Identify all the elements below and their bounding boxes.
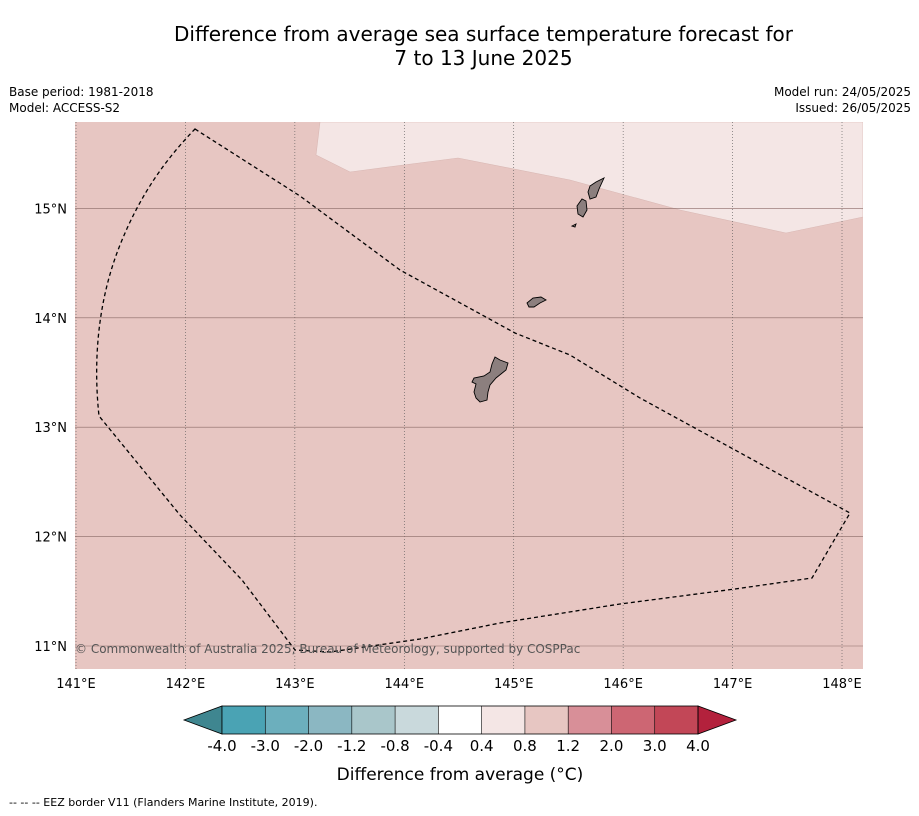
colorbar-under-arrow <box>182 705 223 735</box>
map-title: Difference from average sea surface temp… <box>100 22 867 70</box>
title-line-1: Difference from average sea surface temp… <box>173 22 793 46</box>
longitude-labels: 141°E 142°E 143°E 144°E 145°E 146°E 147°E 148°E <box>56 677 862 692</box>
colorbar-segment <box>481 706 525 734</box>
model-run: Model run: 24/05/2025 <box>773 85 911 99</box>
island-rota <box>526 296 547 308</box>
longitude-label: 145°E <box>494 677 534 692</box>
islands <box>471 177 605 403</box>
longitude-label: 142°E <box>166 677 206 692</box>
colorbar-tick-label: -0.4 <box>424 737 453 755</box>
latitude-label: 14°N <box>34 312 67 327</box>
latitude-label: 11°N <box>34 640 67 655</box>
cooler-anomaly-zone <box>315 122 863 234</box>
colorbar-tick-label: 0.4 <box>470 737 494 755</box>
base-period: Base period: 1981-2018 <box>9 85 154 99</box>
colorbar-segment <box>265 706 309 734</box>
model-info: Base period: 1981-2018 Model: ACCESS-S2 <box>9 84 154 116</box>
map-figure: © Commonwealth of Australia 2025, Bureau… <box>34 122 863 785</box>
island-saipan <box>587 177 605 200</box>
latitude-label: 13°N <box>34 421 67 436</box>
colorbar-tick-label: -0.8 <box>380 737 409 755</box>
model-name: Model: ACCESS-S2 <box>9 101 121 115</box>
island-tinian <box>576 198 588 218</box>
colorbar-tick-label: -3.0 <box>251 737 280 755</box>
colorbar-tick-label: 2.0 <box>600 737 624 755</box>
run-info: Model run: 24/05/2025 Issued: 26/05/2025 <box>774 84 911 116</box>
colorbar-tick-label: 0.8 <box>513 737 537 755</box>
colorbar-segment <box>351 706 396 734</box>
latitude-label: 15°N <box>34 202 67 217</box>
colorbar-over-arrow <box>697 705 738 735</box>
colorbar-segment <box>308 706 352 734</box>
colorbar-label: Difference from average (°C) <box>337 765 584 785</box>
colorbar-segment <box>611 706 655 734</box>
colorbar-segment <box>222 706 266 734</box>
colorbar-tick-label: -4.0 <box>207 737 236 755</box>
graticule <box>75 122 863 669</box>
longitude-label: 143°E <box>275 677 315 692</box>
map-area: © Commonwealth of Australia 2025, Bureau… <box>75 122 863 669</box>
longitude-label: 147°E <box>713 677 753 692</box>
eez-footnote: -- -- -- EEZ border V11 (Flanders Marine… <box>9 796 318 809</box>
colorbar-tick-label: -2.0 <box>294 737 323 755</box>
colorbar-tick-label: 4.0 <box>686 737 710 755</box>
latitude-labels: 11°N 12°N 13°N 14°N 15°N <box>34 202 67 655</box>
island-guam <box>471 356 509 403</box>
eez-border <box>96 128 851 653</box>
island-aguijan <box>570 223 577 228</box>
copyright-notice: © Commonwealth of Australia 2025, Bureau… <box>75 642 580 656</box>
colorbar-tick-label: -1.2 <box>337 737 366 755</box>
longitude-label: 146°E <box>603 677 643 692</box>
colorbar-frame <box>221 705 699 735</box>
longitude-label: 144°E <box>385 677 425 692</box>
colorbar-segment <box>438 706 482 734</box>
longitude-label: 148°E <box>822 677 862 692</box>
colorbar-tick-label: 3.0 <box>643 737 667 755</box>
colorbar-segment <box>395 706 439 734</box>
colorbar-segment <box>654 706 698 734</box>
colorbar-segment <box>568 706 612 734</box>
latitude-label: 12°N <box>34 531 67 546</box>
longitude-label: 141°E <box>56 677 96 692</box>
colorbar-tick-label: 1.2 <box>556 737 580 755</box>
title-line-2: 7 to 13 June 2025 <box>394 46 573 70</box>
colorbar-segment <box>524 706 569 734</box>
issued-date: Issued: 26/05/2025 <box>795 101 911 115</box>
colorbar: -4.0 -3.0 -2.0 -1.2 -0.8 -0.4 0.4 0.8 1.2 2.0 3.0 4… <box>182 705 738 755</box>
